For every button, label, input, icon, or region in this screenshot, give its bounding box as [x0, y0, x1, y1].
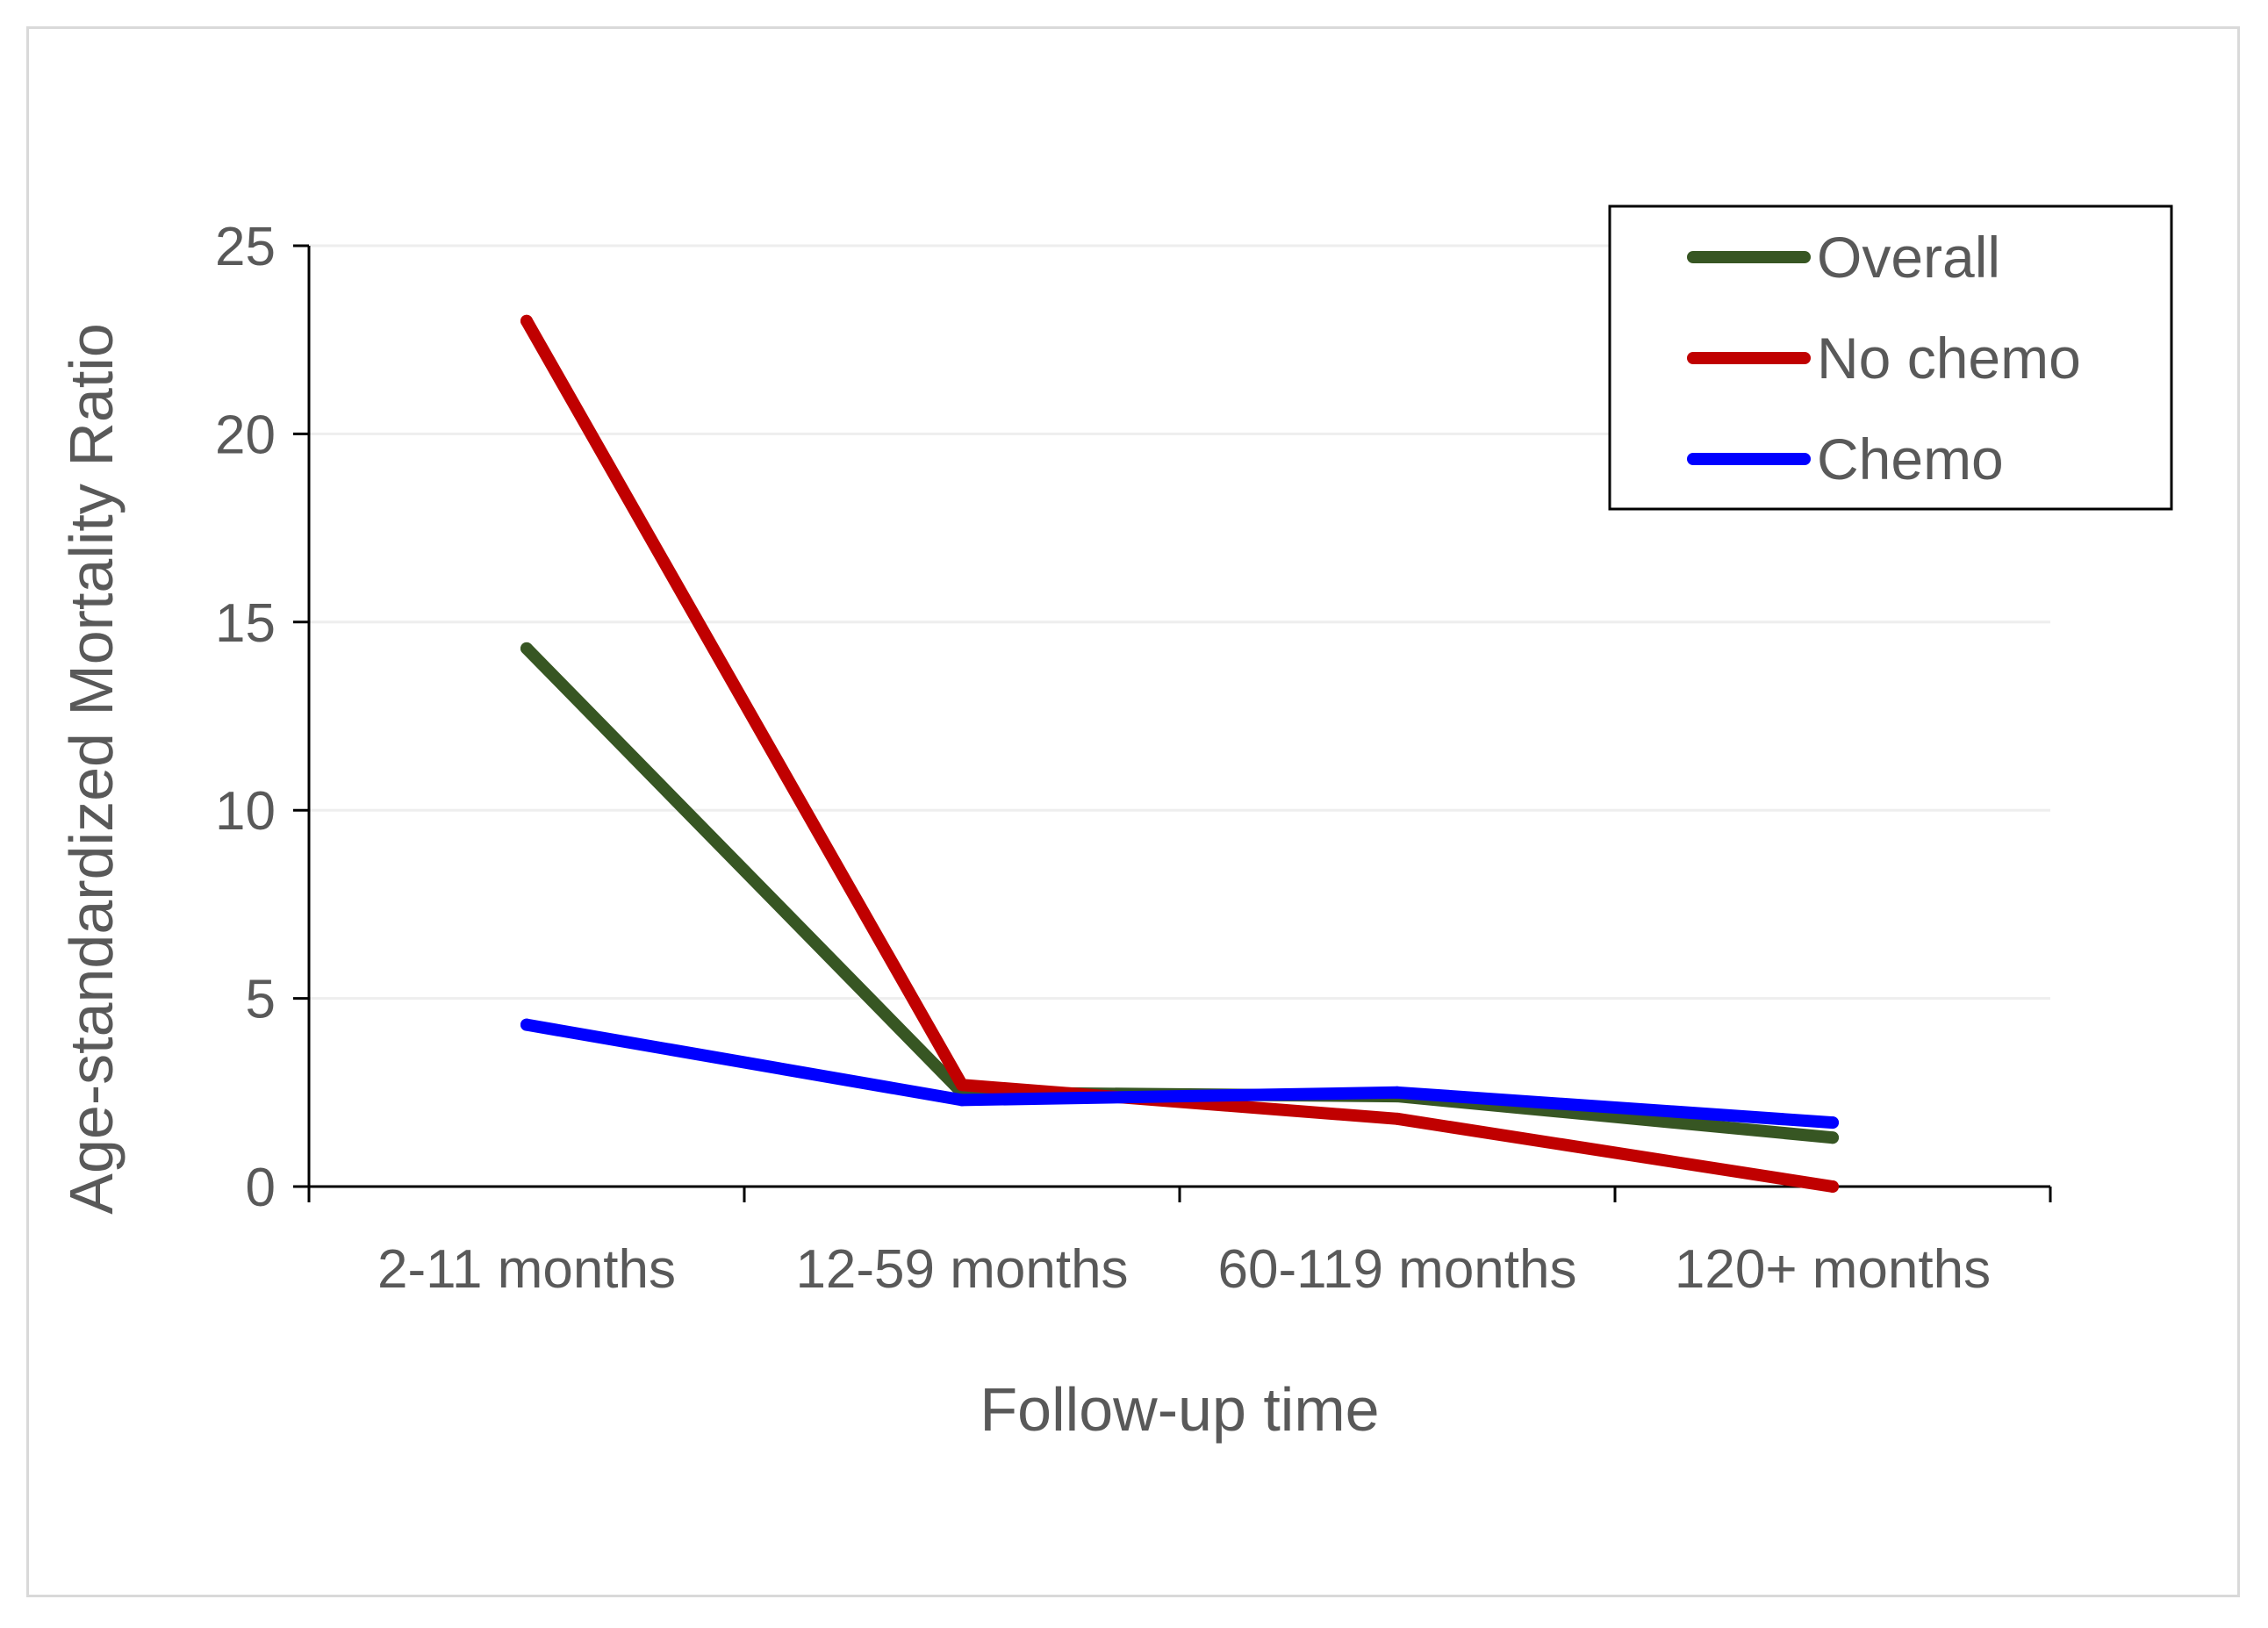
legend: Overall No chemo Chemo [1608, 204, 2173, 511]
x-axis-title: Follow-up time [980, 1375, 1379, 1444]
y-tick-label-4: 20 [215, 405, 276, 465]
data-point-no-chemo-0 [520, 314, 533, 327]
data-point-no-chemo-1 [956, 1079, 968, 1092]
x-tick-label-2: 60-119 months [1218, 1239, 1577, 1300]
data-point-chemo-0 [520, 1018, 533, 1031]
data-point-overall-0 [520, 642, 533, 655]
data-point-overall-3 [1827, 1131, 1839, 1144]
data-series [520, 314, 1839, 1193]
y-tick-label-3: 15 [215, 593, 276, 654]
tick-labels: 0 5 10 15 20 25 2-11 months 12-59 months 60-119 … [215, 217, 1991, 1300]
data-point-chemo-2 [1391, 1086, 1403, 1099]
legend-label-no-chemo: No chemo [1817, 326, 2081, 391]
data-point-no-chemo-3 [1827, 1180, 1839, 1193]
y-tick-label-1: 5 [246, 970, 276, 1030]
legend-label-chemo: Chemo [1817, 427, 2004, 491]
x-tick-label-1: 12-59 months [795, 1239, 1128, 1300]
y-tick-label-2: 10 [215, 781, 276, 842]
data-point-no-chemo-2 [1391, 1112, 1403, 1125]
y-tick-label-0: 0 [246, 1158, 276, 1218]
data-point-chemo-1 [956, 1094, 968, 1107]
axes [293, 244, 2052, 1202]
data-point-chemo-3 [1827, 1116, 1839, 1130]
y-axis-title: Age-standardized Mortality Ratio [57, 323, 126, 1214]
x-tick-label-0: 2-11 months [377, 1239, 676, 1300]
legend-label-overall: Overall [1817, 225, 2000, 290]
x-tick-label-3: 120+ months [1675, 1239, 1991, 1300]
y-tick-label-5: 25 [215, 217, 276, 277]
series-line-chemo [520, 1018, 1839, 1130]
